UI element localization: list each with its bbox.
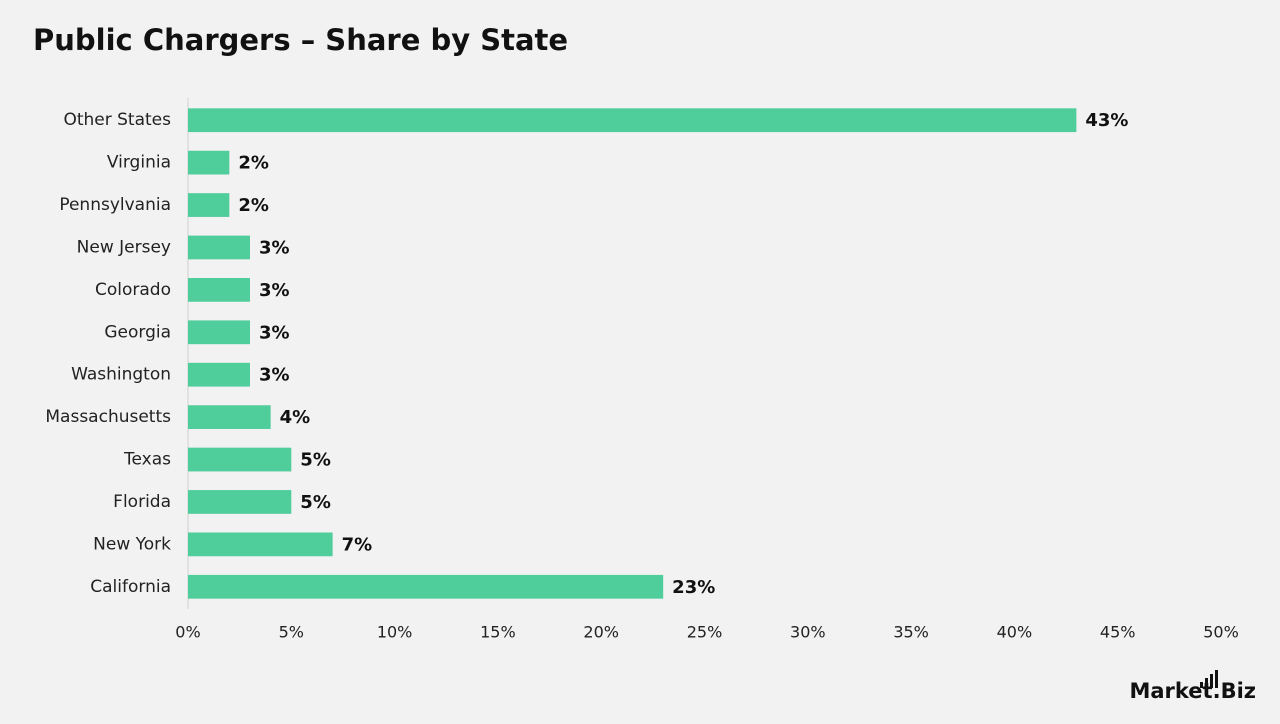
bar	[188, 532, 333, 557]
value-label: 2%	[238, 153, 269, 174]
value-label: 4%	[280, 407, 311, 428]
value-label: 5%	[300, 450, 331, 471]
y-tick-label: New Jersey	[77, 237, 171, 257]
y-tick-label: Pennsylvania	[59, 195, 171, 215]
logo-icon	[1200, 682, 1203, 688]
value-label: 3%	[259, 322, 290, 343]
y-tick-label: Virginia	[107, 153, 171, 173]
bar	[188, 193, 230, 217]
y-tick-label: Massachusetts	[45, 407, 171, 427]
value-label: 7%	[342, 534, 373, 555]
y-tick-label: New York	[93, 534, 171, 554]
x-tick-label: 45%	[1100, 623, 1136, 642]
logo-text: Market.Biz	[1129, 679, 1256, 703]
logo-icon	[1210, 674, 1213, 688]
y-tick-label: Washington	[71, 365, 171, 385]
x-tick-label: 0%	[175, 623, 200, 642]
value-label: 43%	[1085, 110, 1128, 131]
x-tick-label: 30%	[790, 623, 826, 642]
value-label: 23%	[672, 577, 715, 598]
x-tick-label: 35%	[893, 623, 929, 642]
y-tick-label: Georgia	[104, 322, 171, 342]
value-label: 3%	[259, 365, 290, 386]
bar	[188, 362, 250, 387]
x-tick-label: 5%	[279, 623, 304, 642]
y-tick-label: Colorado	[95, 280, 171, 300]
logo: Market.Biz	[1129, 670, 1256, 703]
bar	[188, 320, 250, 345]
value-label: 2%	[238, 195, 269, 216]
bar	[188, 150, 230, 175]
logo-icon	[1215, 670, 1218, 688]
value-label: 5%	[300, 492, 331, 513]
y-tick-label: Florida	[113, 492, 171, 512]
y-tick-label: Other States	[63, 110, 171, 130]
bar	[188, 490, 292, 514]
bar	[188, 574, 664, 599]
value-label: 3%	[259, 237, 290, 258]
x-tick-label: 15%	[480, 623, 516, 642]
x-tick-label: 50%	[1203, 623, 1239, 642]
y-tick-label: Texas	[123, 450, 171, 470]
x-tick-label: 10%	[377, 623, 413, 642]
bar	[188, 108, 1077, 133]
bar	[188, 277, 250, 302]
value-label: 3%	[259, 280, 290, 301]
x-tick-label: 40%	[997, 623, 1033, 642]
logo-icon	[1205, 678, 1208, 688]
bar	[188, 405, 271, 430]
y-tick-label: California	[90, 577, 171, 597]
bar	[188, 235, 250, 260]
bar	[188, 447, 292, 472]
x-tick-label: 25%	[687, 623, 723, 642]
chart-title: Public Chargers – Share by State	[33, 23, 568, 57]
x-tick-label: 20%	[583, 623, 619, 642]
